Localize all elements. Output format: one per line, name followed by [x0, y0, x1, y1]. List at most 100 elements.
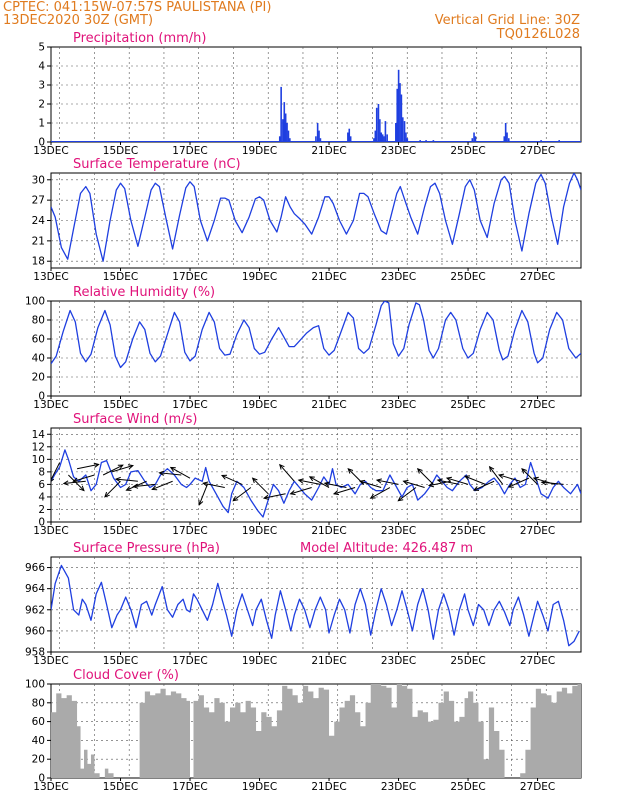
precip-bar	[380, 132, 383, 142]
wind-arrow-shaft	[376, 479, 399, 485]
x-tick-label: 27DEC	[520, 655, 555, 667]
x-tick-label: 15DEC	[103, 145, 138, 157]
x-tick-label: 13DEC	[33, 271, 68, 283]
y-tick-label: 6	[38, 479, 45, 491]
precip-bar	[373, 138, 375, 142]
x-tick-label: 17DEC	[172, 655, 207, 667]
wind-arrow-shaft	[63, 480, 86, 484]
wind-arrow-shaft	[263, 493, 286, 499]
x-tick-label: 27DEC	[520, 399, 555, 411]
wind-arrow	[102, 464, 124, 476]
x-tick-label: 19DEC	[242, 271, 277, 283]
wind-arrow-head	[251, 477, 258, 484]
wind-arrow-head	[93, 462, 100, 468]
wind-arrow-shaft	[221, 475, 243, 485]
wind-arrow	[51, 462, 61, 482]
wind-arrow-head	[488, 465, 495, 472]
x-tick-label: 21DEC	[311, 781, 346, 793]
wind-arrow	[507, 477, 530, 488]
precip-bar	[396, 88, 399, 142]
series-group	[51, 69, 581, 142]
wind-arrow	[297, 478, 321, 485]
wind-arrow-head	[220, 474, 228, 480]
x-tick-label: 27DEC	[520, 271, 555, 283]
x-tick-label: 25DEC	[450, 525, 485, 537]
y-tick-label: 18	[32, 256, 45, 268]
precip-bar	[318, 130, 320, 142]
wind-arrow	[540, 480, 564, 486]
cloud-area	[51, 684, 581, 778]
wind-arrow-head	[521, 468, 527, 474]
x-tick-label: 19DEC	[242, 525, 277, 537]
wind-arrow-head	[79, 485, 85, 492]
x-tick-label: 21DEC	[311, 655, 346, 667]
y-tick-label: 962	[25, 604, 45, 616]
wind-arrow	[463, 475, 486, 485]
x-tick-label: 17DEC	[172, 271, 207, 283]
x-tick-label: 19DEC	[242, 781, 277, 793]
wind-arrow-shaft	[104, 480, 121, 498]
y-tick-label: 80	[32, 315, 45, 327]
wind-arrow-shaft	[309, 476, 330, 488]
y-tick-label: 100	[25, 296, 45, 308]
wind-arrow-head	[472, 486, 480, 491]
wind-arrow	[76, 462, 100, 470]
wind-arrow	[445, 476, 469, 485]
series-group	[51, 449, 581, 518]
panel-title: Surface Pressure (hPa)	[73, 541, 220, 556]
wind-arrow-shaft	[126, 480, 147, 491]
x-tick-label: 23DEC	[381, 781, 416, 793]
precip-bar	[405, 132, 407, 142]
wind-arrow	[436, 478, 460, 485]
wind-arrow-shaft	[324, 482, 347, 489]
wind-arrow-shaft	[152, 480, 173, 490]
y-tick-label: 20	[32, 372, 45, 384]
y-tick-label: 14	[32, 429, 46, 441]
wind-arrow-head	[297, 478, 304, 484]
wind-arrow-head	[132, 483, 139, 489]
precip-bar	[374, 130, 377, 142]
y-tick-label: 960	[25, 625, 45, 637]
panel-title: Surface Temperature (nC)	[73, 157, 241, 172]
wind-arrow-head	[532, 476, 539, 482]
wind-arrow-head	[369, 493, 376, 499]
x-tick-label: 21DEC	[311, 145, 346, 157]
y-tick-label: 2	[38, 99, 45, 111]
wind-arrow-shaft	[159, 472, 182, 476]
x-tick-label: 23DEC	[381, 399, 416, 411]
header-line2-left: 13DEC2020 30Z (GMT)	[3, 13, 154, 28]
series-group	[51, 564, 580, 647]
y-tick-label: 30	[32, 174, 45, 186]
x-tick-label: 25DEC	[450, 655, 485, 667]
wind-arrow-head	[114, 476, 121, 483]
precip-bar	[384, 121, 387, 142]
wind-arrow-head	[323, 481, 330, 487]
wind-arrow	[369, 487, 391, 499]
wind-arrow-head	[375, 478, 382, 484]
wind-arrow-head	[198, 499, 204, 506]
wind-arrow-head	[62, 480, 69, 486]
wind-arrow-shaft	[437, 479, 460, 485]
header-line1-right: Vertical Grid Line: 30Z	[434, 13, 580, 28]
x-tick-label: 17DEC	[172, 399, 207, 411]
wind-arrow	[332, 487, 356, 496]
wind-arrow-head	[416, 468, 423, 474]
x-tick-label: 15DEC	[103, 781, 138, 793]
wind-arrow-head	[427, 482, 435, 488]
x-tick-label: 21DEC	[311, 525, 346, 537]
wind-arrow-shaft	[521, 468, 538, 485]
x-tick-label: 17DEC	[172, 781, 207, 793]
y-tick-label: 0	[38, 391, 45, 403]
wind-arrow-head	[202, 481, 209, 487]
wind-arrow-shaft	[403, 480, 425, 489]
y-tick-label: 24	[32, 215, 46, 227]
x-tick-label: 27DEC	[520, 781, 555, 793]
panel-annotation: Model Altitude: 426.487 m	[300, 541, 473, 556]
panel-title: Relative Humidity (%)	[73, 285, 215, 300]
precip-bar	[473, 132, 475, 142]
x-tick-label: 15DEC	[103, 399, 138, 411]
wind-arrow	[72, 474, 95, 483]
wind-arrow	[289, 487, 312, 496]
wind-arrow	[308, 476, 330, 488]
